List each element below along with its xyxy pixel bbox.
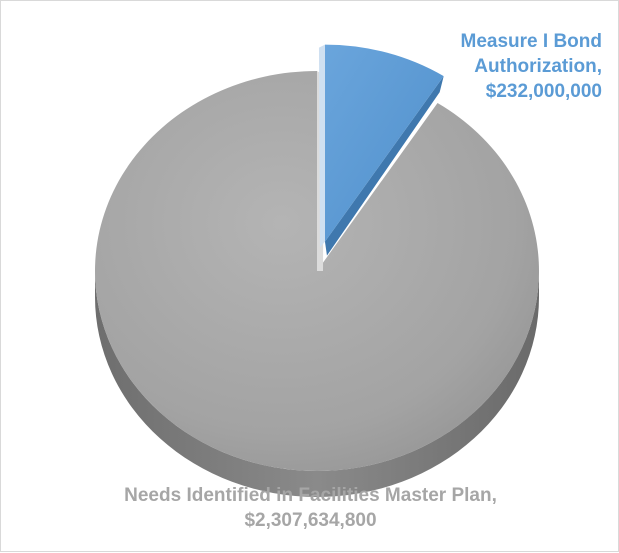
slice-label-line: $232,000,000 <box>485 81 602 102</box>
slice-label-line: Needs Identified in Facilities Master Pl… <box>124 485 497 506</box>
pie-slice-measure-cut-edge <box>318 44 325 248</box>
pie-slice-measure <box>324 44 444 242</box>
pie-slice-measure-side <box>324 76 444 256</box>
slice-label-line: $2,307,634,800 <box>244 510 377 531</box>
slice-label-measure-i: Measure I Bond Authorization, $232,000,0… <box>362 29 602 104</box>
slice-label-needs: Needs Identified in Facilities Master Pl… <box>1 483 619 533</box>
slice-label-line: Authorization, <box>474 56 602 77</box>
slice-label-line: Measure I Bond <box>460 31 602 52</box>
